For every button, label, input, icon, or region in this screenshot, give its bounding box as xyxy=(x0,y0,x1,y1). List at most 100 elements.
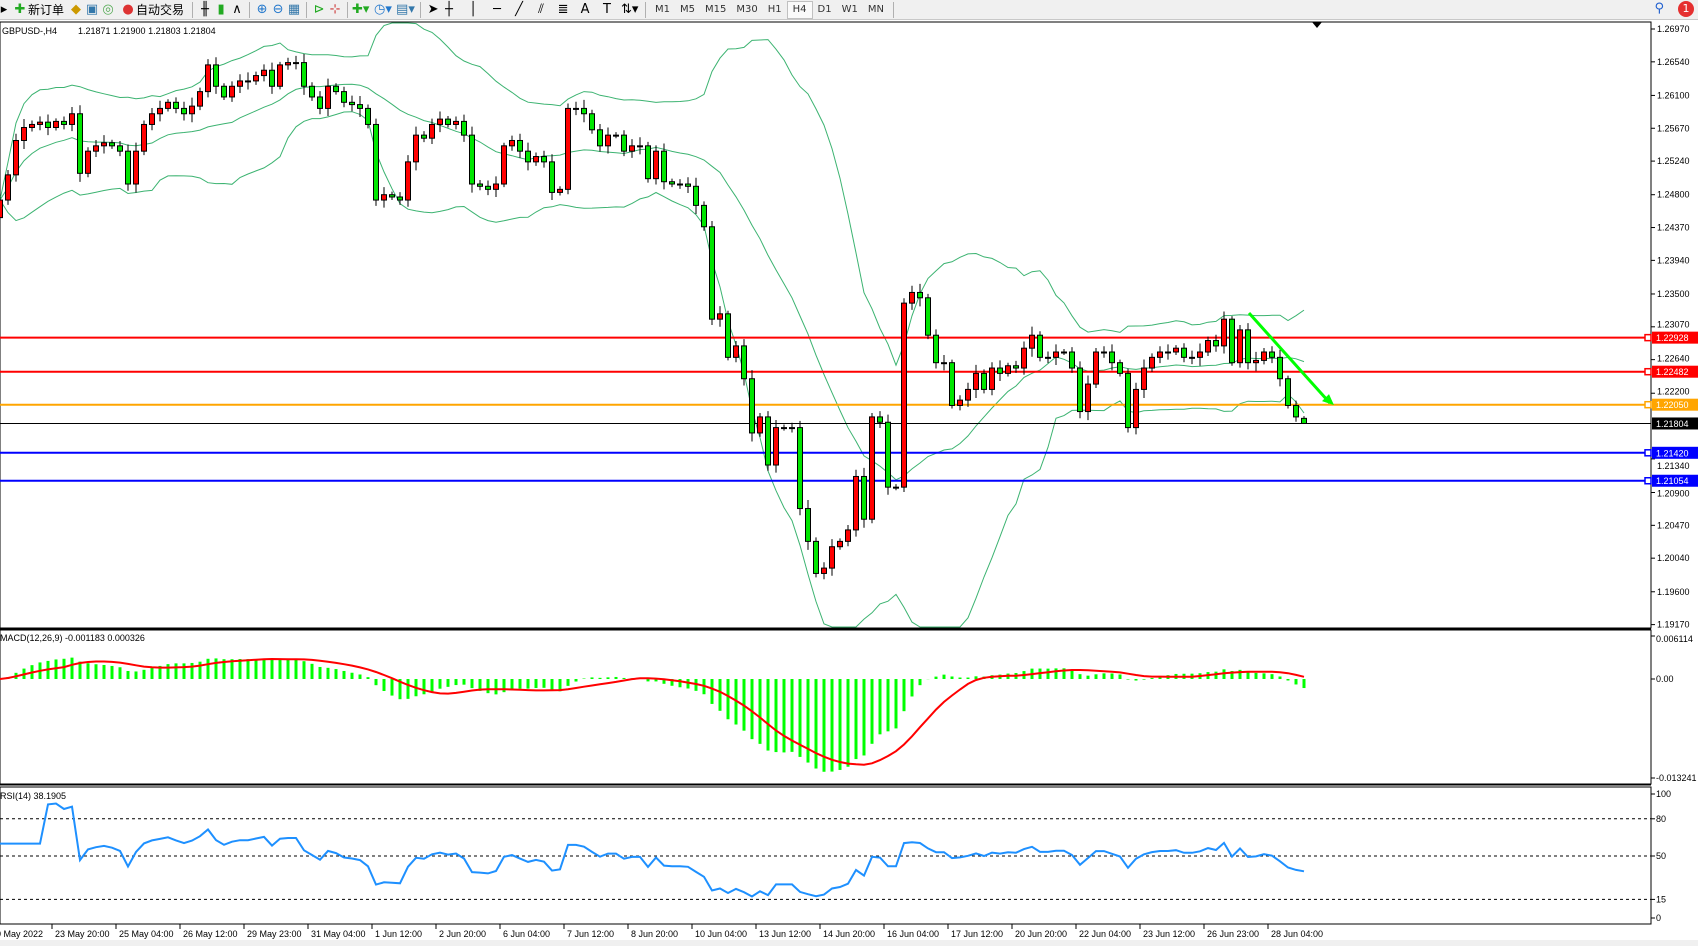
candle-body xyxy=(277,64,283,87)
candle xyxy=(1093,348,1099,389)
candle-body xyxy=(1173,347,1179,353)
timeframe-h1[interactable]: H1 xyxy=(767,4,782,15)
timeframe-m5[interactable]: M5 xyxy=(680,4,696,15)
time-axis-label: 23 Jun 12:00 xyxy=(1143,929,1195,939)
navigator-icon[interactable]: ◆ xyxy=(71,1,82,17)
autoscroll-icon[interactable]: ⊹ xyxy=(329,1,341,17)
chart-shift-marker[interactable] xyxy=(1312,22,1322,28)
macd-bar xyxy=(54,659,58,679)
candle xyxy=(861,467,867,528)
candle xyxy=(1293,400,1299,422)
candle-body xyxy=(557,188,563,193)
macd-bar xyxy=(774,679,778,753)
candle xyxy=(485,180,491,196)
templates-icon[interactable]: ▤▾ xyxy=(396,1,415,17)
time-axis-label: 28 Jun 04:00 xyxy=(1271,929,1323,939)
separator xyxy=(249,1,251,18)
candle-body xyxy=(637,145,643,148)
auto-trading-button[interactable]: ● 自动交易 xyxy=(116,1,188,19)
candle xyxy=(61,116,67,130)
candle-body xyxy=(21,127,27,141)
zoom-out-icon[interactable]: ⊖ xyxy=(272,1,284,17)
candle-body xyxy=(453,120,459,125)
candle-body xyxy=(477,183,483,187)
candle xyxy=(349,95,355,112)
chart-shift-icon[interactable]: ⊳ xyxy=(313,1,325,17)
candle-body xyxy=(709,226,715,320)
level-handle[interactable] xyxy=(1644,333,1652,342)
cursor-icon[interactable]: ➤ xyxy=(427,1,439,17)
fibonacci-icon[interactable]: ≣ xyxy=(557,1,569,17)
candle xyxy=(869,412,875,524)
signals-icon[interactable]: ◎ xyxy=(102,1,114,17)
candle-body xyxy=(237,80,243,87)
new-order-button[interactable]: ✚ 新订单 xyxy=(8,1,68,19)
timeframe-m30[interactable]: M30 xyxy=(736,4,758,15)
toolbar-arrow-icon[interactable]: ▸ xyxy=(0,1,8,17)
timeframe-d1[interactable]: D1 xyxy=(817,4,832,15)
price-axis-label: 1.19600 xyxy=(1657,587,1690,597)
time-axis-label: 22 Jun 04:00 xyxy=(1079,929,1131,939)
crosshair-icon[interactable]: ┼ xyxy=(445,1,453,17)
candle xyxy=(333,83,339,95)
candle-body xyxy=(485,185,491,190)
macd-bar xyxy=(294,659,298,679)
vertical-line-icon[interactable]: │ xyxy=(469,1,477,17)
candle-body xyxy=(749,378,755,434)
candle-body xyxy=(789,427,795,430)
macd-bar xyxy=(854,679,858,760)
indicators-icon[interactable]: ✚▾ xyxy=(352,1,370,17)
macd-bar xyxy=(550,679,554,690)
timeframe-m1[interactable]: M1 xyxy=(655,4,671,15)
status-strip xyxy=(0,940,1698,946)
macd-bar xyxy=(878,679,882,735)
macd-bar xyxy=(838,679,842,770)
candle xyxy=(1141,359,1147,398)
candle xyxy=(189,97,195,123)
timeframe-h4[interactable]: H4 xyxy=(786,0,813,19)
text-label-icon[interactable]: T xyxy=(603,1,611,17)
zoom-in-icon[interactable]: ⊕ xyxy=(256,1,268,17)
candle xyxy=(1165,344,1171,360)
candle xyxy=(37,116,43,131)
bar-chart-icon[interactable]: ╫ xyxy=(201,1,209,17)
separator xyxy=(420,1,422,18)
candle xyxy=(1085,375,1091,421)
trendline-icon[interactable]: ╱ xyxy=(515,1,523,17)
candle xyxy=(469,126,475,193)
line-chart-icon[interactable]: ∧ xyxy=(232,1,242,17)
timeframe-m15[interactable]: M15 xyxy=(705,4,727,15)
arrows-icon[interactable]: ⇅▾ xyxy=(621,1,639,17)
candle-body xyxy=(397,196,403,201)
terminal-icon[interactable]: ▣ xyxy=(85,1,99,17)
macd-bar xyxy=(870,679,874,744)
periods-clock-icon[interactable]: ◷▾ xyxy=(374,1,392,17)
text-icon[interactable]: A xyxy=(580,1,590,17)
candle-body xyxy=(1237,329,1243,364)
tile-windows-icon[interactable]: ▦ xyxy=(287,1,301,17)
chart-symbol: GBPUSD-,H4 xyxy=(2,26,57,36)
level-handle[interactable] xyxy=(1644,476,1652,485)
candle xyxy=(757,412,763,437)
timeframe-mn[interactable]: MN xyxy=(867,4,884,15)
macd-bar xyxy=(286,659,290,679)
level-handle[interactable] xyxy=(1644,449,1652,457)
equidistant-channel-icon[interactable]: ⫽ xyxy=(538,1,544,17)
level-handle[interactable] xyxy=(1644,400,1652,409)
toolbar: ▸ ✚ 新订单 ◆ ▣ ◎ ● 自动交易 ╫ ▮ ∧ ⊕ ⊖ ▦ ⊳ ⊹ ✚▾ ◷▾… xyxy=(0,0,1698,20)
candle-body xyxy=(733,345,739,358)
search-icon[interactable]: ⚲ xyxy=(1654,1,1664,16)
timeframe-w1[interactable]: W1 xyxy=(841,4,858,15)
level-handle[interactable] xyxy=(1644,367,1652,376)
candle-body xyxy=(309,85,315,98)
candle-body xyxy=(149,113,155,125)
level-price-label: 1.21804 xyxy=(1656,419,1689,429)
candlestick-icon[interactable]: ▮ xyxy=(217,1,225,17)
horizontal-line-icon[interactable]: ─ xyxy=(493,1,501,17)
candle-body xyxy=(1221,318,1227,347)
trend-arrow-line[interactable] xyxy=(1247,312,1332,405)
candle-body xyxy=(893,486,899,489)
macd-bar xyxy=(910,679,914,697)
notification-badge[interactable]: 1 xyxy=(1678,1,1694,17)
